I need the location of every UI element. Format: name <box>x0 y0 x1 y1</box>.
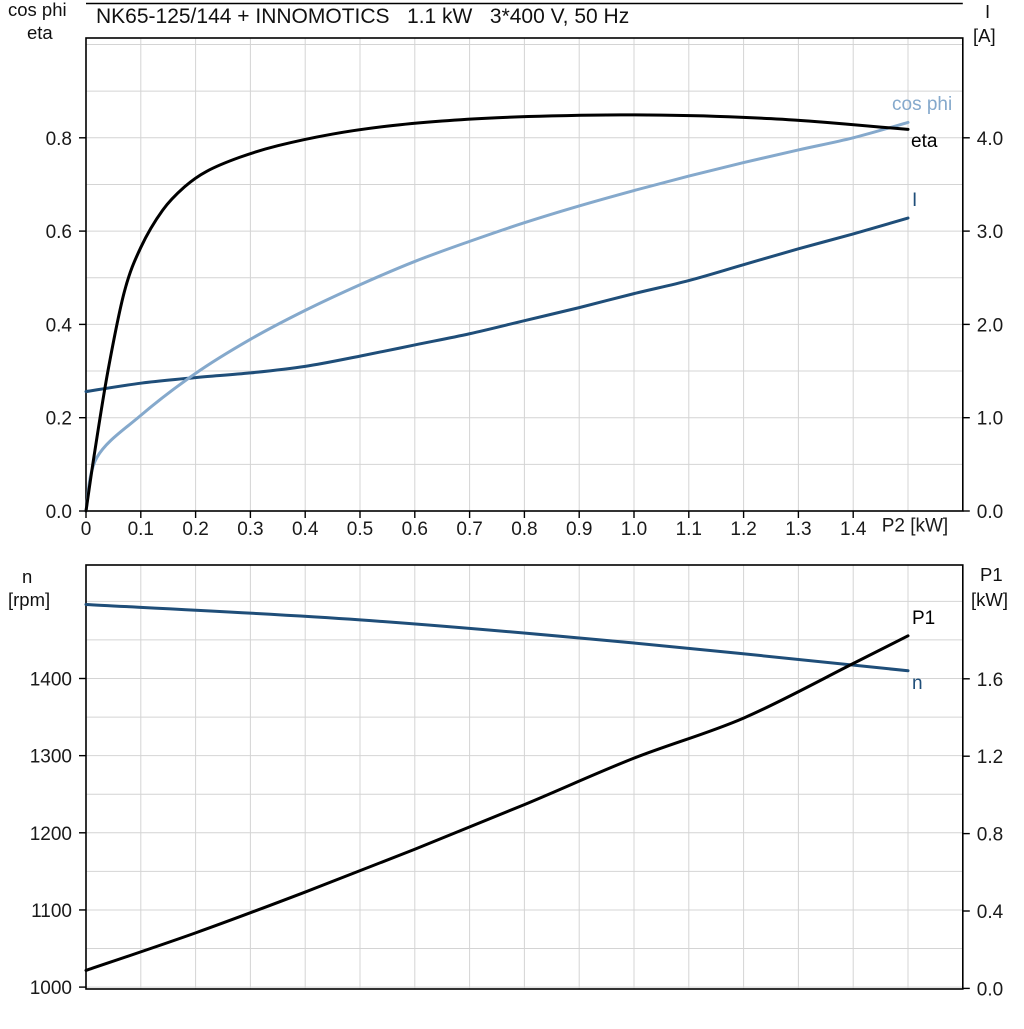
svg-text:[kW]: [kW] <box>971 589 1008 610</box>
svg-text:0.4: 0.4 <box>46 315 73 336</box>
svg-text:0.0: 0.0 <box>977 502 1003 523</box>
svg-text:0.4: 0.4 <box>292 519 319 540</box>
svg-text:0.6: 0.6 <box>402 519 428 540</box>
svg-text:NK65-125/144 + INNOMOTICS 1.: NK65-125/144 + INNOMOTICS 1.1 kW 3*400 V… <box>96 5 629 28</box>
svg-text:cos phi: cos phi <box>8 0 67 20</box>
svg-text:0.9: 0.9 <box>566 519 592 540</box>
svg-text:1100: 1100 <box>31 901 72 922</box>
svg-text:I: I <box>912 190 917 211</box>
svg-text:1.2: 1.2 <box>730 519 756 540</box>
svg-text:1.2: 1.2 <box>977 747 1003 768</box>
svg-text:0.0: 0.0 <box>977 979 1003 1000</box>
svg-text:1.6: 1.6 <box>977 670 1003 691</box>
svg-text:0.8: 0.8 <box>511 519 537 540</box>
svg-text:1.4: 1.4 <box>840 519 867 540</box>
svg-text:eta: eta <box>911 131 938 152</box>
svg-text:0.6: 0.6 <box>46 222 72 243</box>
svg-text:0.8: 0.8 <box>46 129 72 150</box>
svg-text:1200: 1200 <box>30 824 72 845</box>
svg-text:0.2: 0.2 <box>46 409 72 430</box>
svg-text:[rpm]: [rpm] <box>8 589 50 610</box>
svg-text:I: I <box>985 1 990 22</box>
svg-text:1.0: 1.0 <box>977 409 1003 430</box>
svg-text:n: n <box>22 566 32 587</box>
svg-text:eta: eta <box>27 22 53 43</box>
svg-text:0.7: 0.7 <box>456 519 482 540</box>
svg-text:0.5: 0.5 <box>347 519 373 540</box>
svg-text:1000: 1000 <box>30 978 72 999</box>
svg-text:P2 [kW]: P2 [kW] <box>882 515 949 536</box>
svg-text:1400: 1400 <box>30 670 72 691</box>
svg-text:1300: 1300 <box>30 747 72 768</box>
svg-text:n: n <box>912 673 923 694</box>
svg-text:4.0: 4.0 <box>977 129 1003 150</box>
svg-text:0: 0 <box>81 519 92 540</box>
svg-text:0.3: 0.3 <box>237 519 263 540</box>
svg-text:1.0: 1.0 <box>621 519 647 540</box>
svg-text:0.8: 0.8 <box>977 825 1003 846</box>
svg-text:cos phi: cos phi <box>892 94 952 115</box>
svg-text:0.0: 0.0 <box>46 502 72 523</box>
svg-text:P1: P1 <box>912 608 935 629</box>
svg-text:P1: P1 <box>980 564 1003 585</box>
svg-text:0.2: 0.2 <box>182 519 208 540</box>
svg-text:0.4: 0.4 <box>977 902 1004 923</box>
svg-text:[A]: [A] <box>973 25 996 46</box>
svg-text:2.0: 2.0 <box>977 315 1003 336</box>
svg-text:3.0: 3.0 <box>977 222 1003 243</box>
svg-text:0.1: 0.1 <box>128 519 154 540</box>
svg-text:1.1: 1.1 <box>676 519 702 540</box>
svg-text:1.3: 1.3 <box>785 519 811 540</box>
